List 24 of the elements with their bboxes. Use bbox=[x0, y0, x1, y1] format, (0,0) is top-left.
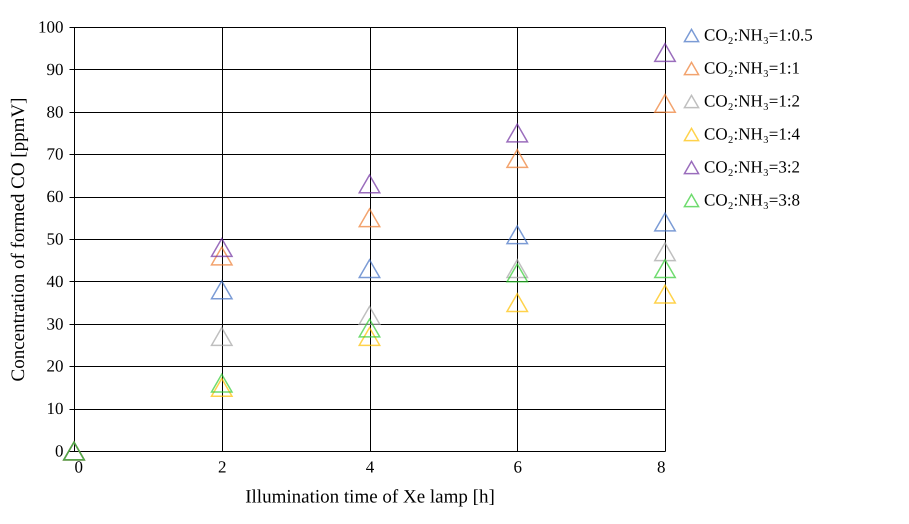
y-tick-label: 30 bbox=[46, 314, 64, 334]
legend-label: CO₂:NH₃=1:1 bbox=[704, 58, 800, 78]
legend-label: CO₂:NH₃=3:8 bbox=[704, 190, 800, 210]
y-tick-label: 90 bbox=[46, 60, 64, 79]
x-tick-label: 4 bbox=[366, 458, 375, 476]
legend-label: CO₂:NH₃=1:0.5 bbox=[704, 26, 813, 44]
y-axis-title: Concentration of formed CO [ppmV] bbox=[8, 98, 29, 382]
y-tick-label: 20 bbox=[46, 356, 64, 376]
x-tick-label: 6 bbox=[514, 458, 522, 476]
y-tick-label: 60 bbox=[46, 187, 64, 206]
legend-label: CO₂:NH₃=3:2 bbox=[704, 158, 800, 176]
x-tick-label: 8 bbox=[657, 458, 666, 476]
y-tick-label: 50 bbox=[46, 230, 64, 248]
legend-label: CO₂:NH₃=1:2 bbox=[704, 92, 800, 110]
y-tick-label: 10 bbox=[46, 399, 64, 418]
y-tick-label: 40 bbox=[46, 272, 64, 291]
x-axis-title: Illumination time of Xe lamp [h] bbox=[245, 486, 495, 508]
legend-label: CO₂:NH₃=1:4 bbox=[704, 124, 801, 144]
y-tick-label: 100 bbox=[38, 18, 64, 36]
y-tick-label: 0 bbox=[55, 442, 64, 460]
x-tick-label: 0 bbox=[74, 458, 83, 476]
y-tick-label: 80 bbox=[46, 102, 64, 122]
y-tick-label: 70 bbox=[46, 144, 64, 164]
x-tick-label: 2 bbox=[218, 458, 226, 476]
